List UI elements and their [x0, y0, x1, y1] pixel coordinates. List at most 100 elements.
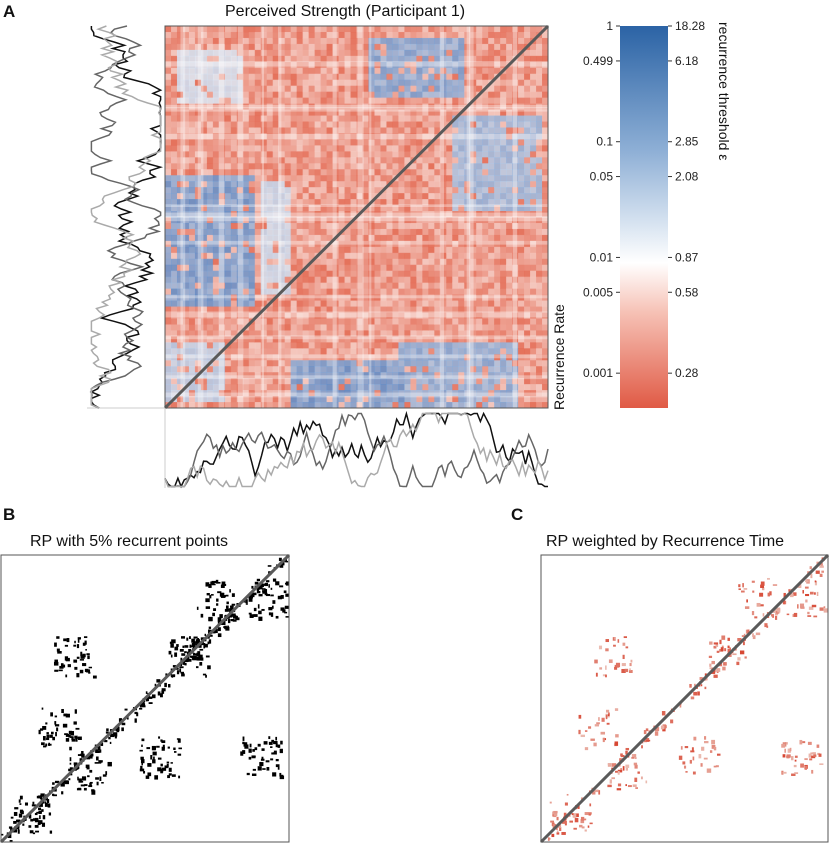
heatmap-cell — [416, 79, 423, 87]
heatmap-cell — [254, 211, 262, 218]
heatmap-cell — [512, 91, 519, 99]
heatmap-cell — [368, 49, 376, 57]
heatmap-cell — [524, 85, 531, 93]
recurrent-point — [211, 583, 216, 586]
heatmap-cell — [368, 211, 376, 218]
heatmap-cell — [446, 366, 453, 373]
heatmap-cell — [398, 282, 405, 290]
heatmap-cell — [536, 163, 543, 170]
heatmap-cell — [494, 366, 501, 373]
heatmap-cell — [494, 205, 501, 212]
heatmap-cell — [290, 85, 298, 93]
heatmap-cell — [446, 402, 453, 408]
heatmap-cell — [398, 324, 405, 332]
heatmap-cell — [416, 384, 423, 391]
heatmap-stripe — [357, 26, 361, 408]
heatmap-cell — [362, 43, 370, 51]
heatmap-cell — [350, 193, 358, 200]
heatmap-cell — [536, 97, 543, 105]
heatmap-cell — [182, 169, 190, 176]
heatmap-cell — [248, 127, 256, 135]
heatmap-cell — [326, 151, 334, 158]
heatmap-cell — [308, 127, 316, 135]
heatmap-cell — [434, 234, 441, 242]
heatmap-cell — [386, 199, 394, 206]
heatmap-cell — [284, 240, 292, 248]
heatmap-cell — [224, 133, 232, 141]
heatmap-cell — [422, 109, 429, 117]
heatmap-cell — [422, 396, 429, 403]
recurrent-point — [690, 696, 695, 700]
heatmap-cell — [464, 187, 471, 194]
heatmap-cell — [458, 199, 465, 206]
heatmap-cell — [518, 151, 525, 158]
recurrent-point — [171, 774, 176, 777]
recurrent-point — [235, 617, 240, 621]
heatmap-cell — [422, 67, 429, 75]
heatmap-cell — [428, 55, 435, 63]
heatmap-cell — [278, 67, 286, 75]
heatmap-cell — [338, 26, 346, 33]
heatmap-cell — [440, 390, 447, 397]
heatmap-cell — [224, 193, 232, 200]
heatmap-cell — [530, 91, 537, 99]
heatmap-cell — [512, 139, 519, 146]
heatmap-cell — [308, 294, 316, 302]
heatmap-cell — [182, 288, 190, 296]
heatmap-cell — [542, 228, 548, 236]
recurrent-point — [245, 599, 248, 604]
heatmap-cell — [326, 294, 334, 302]
heatmap-cell — [314, 366, 322, 373]
heatmap-cell — [392, 396, 399, 403]
heatmap-cell — [290, 121, 298, 129]
heatmap-cell — [200, 246, 208, 254]
heatmap-cell — [362, 300, 370, 308]
heatmap-cell — [236, 390, 244, 397]
heatmap-cell — [314, 396, 322, 403]
heatmap-cell — [368, 288, 376, 296]
heatmap-cell — [512, 402, 519, 408]
heatmap-cell — [356, 396, 364, 403]
heatmap-cell — [518, 246, 525, 254]
heatmap-cell — [374, 127, 382, 135]
heatmap-cell — [536, 360, 543, 367]
heatmap-cell — [464, 306, 471, 314]
heatmap-cell — [428, 151, 435, 158]
heatmap-cell — [536, 127, 543, 135]
recurrent-point — [169, 641, 173, 644]
heatmap-cell — [314, 360, 322, 367]
panel-b-recurrence-plot — [0, 553, 291, 844]
heatmap-cell — [482, 234, 489, 242]
heatmap-cell — [482, 228, 489, 236]
heatmap-cell — [518, 85, 525, 93]
heatmap-cell — [476, 318, 483, 326]
heatmap-cell — [182, 121, 190, 129]
heatmap-cell — [284, 26, 292, 33]
heatmap-cell — [392, 151, 399, 158]
recurrent-point — [99, 749, 102, 753]
heatmap-cell — [398, 211, 405, 218]
heatmap-cell — [386, 258, 394, 266]
heatmap-cell — [332, 264, 340, 272]
heatmap-cell — [278, 372, 286, 379]
heatmap-cell — [434, 205, 441, 212]
recurrent-point — [230, 619, 235, 622]
heatmap-cell — [440, 49, 447, 57]
heatmap-cell — [482, 222, 489, 230]
heatmap-cell — [452, 193, 459, 200]
heatmap-cell — [230, 270, 238, 278]
heatmap-cell — [296, 240, 304, 248]
heatmap-cell — [224, 85, 232, 93]
heatmap-cell — [386, 336, 394, 343]
heatmap-cell — [524, 288, 531, 296]
recurrent-point — [46, 734, 50, 738]
heatmap-cell — [218, 157, 226, 164]
heatmap-cell — [218, 217, 226, 224]
heatmap-cell — [428, 270, 435, 278]
heatmap-cell — [278, 43, 286, 51]
heatmap-cell — [278, 79, 286, 87]
heatmap-cell — [296, 199, 304, 206]
heatmap-cell — [398, 193, 405, 200]
heatmap-cell — [266, 157, 274, 164]
heatmap-cell — [476, 288, 483, 296]
